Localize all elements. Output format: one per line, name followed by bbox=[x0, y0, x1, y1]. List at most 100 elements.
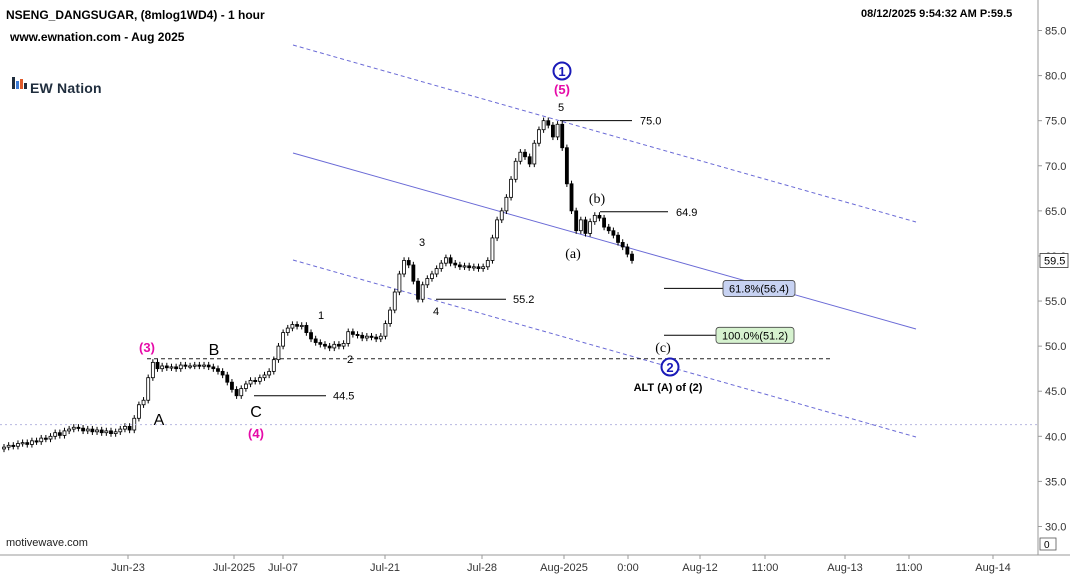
circled-wave-2-marker bbox=[660, 357, 680, 377]
candle-body bbox=[350, 331, 355, 335]
candle-body bbox=[360, 334, 365, 339]
candle-body bbox=[383, 323, 388, 337]
candle-body bbox=[616, 234, 620, 243]
candle-body bbox=[71, 426, 76, 430]
candle-body bbox=[439, 262, 444, 269]
candle-body bbox=[457, 264, 462, 268]
candle-body bbox=[588, 221, 593, 234]
candle-body bbox=[285, 327, 290, 334]
candle-body bbox=[467, 265, 472, 269]
y-tick-label: 35.0 bbox=[1045, 476, 1066, 488]
candle-body bbox=[411, 264, 416, 282]
candle-body bbox=[183, 364, 188, 367]
candle-body bbox=[304, 324, 309, 334]
candle-body bbox=[267, 370, 272, 376]
logo-mark-icon bbox=[12, 77, 27, 89]
candle-body bbox=[99, 429, 104, 434]
candle-body bbox=[206, 364, 211, 368]
candle-body bbox=[39, 437, 44, 443]
candle-body bbox=[6, 444, 11, 448]
candle-body bbox=[541, 120, 546, 131]
candle-body bbox=[276, 345, 281, 361]
minor-wave-1-label: 1 bbox=[318, 310, 324, 322]
candle-body bbox=[104, 430, 109, 434]
candle-body bbox=[299, 324, 304, 327]
candle-body bbox=[444, 257, 448, 264]
candle-body bbox=[155, 361, 160, 370]
wave-4-label: (4) bbox=[248, 426, 264, 441]
candle-body bbox=[220, 370, 225, 376]
y-tick-label: 70.0 bbox=[1045, 161, 1066, 173]
candle-body bbox=[271, 359, 276, 372]
candle-body bbox=[225, 374, 230, 383]
candle-body bbox=[537, 129, 541, 144]
candle-body bbox=[234, 389, 239, 397]
candle-body bbox=[471, 266, 476, 269]
timestamp-price: 08/12/2025 9:54:32 AM P:59.5 bbox=[861, 8, 1013, 20]
candle-body bbox=[313, 338, 318, 343]
wave-c-label: C bbox=[250, 404, 262, 421]
last-price-label: 59.5 bbox=[1044, 255, 1065, 267]
candle-body bbox=[202, 364, 206, 367]
candle-body bbox=[20, 442, 25, 445]
candle-body bbox=[574, 210, 579, 232]
candle-body bbox=[397, 273, 402, 293]
y-tick-label: 50.0 bbox=[1045, 341, 1066, 353]
candle-body bbox=[346, 331, 351, 344]
candle-body bbox=[57, 432, 62, 436]
level-label: 55.2 bbox=[513, 294, 534, 306]
x-tick-label: Jun-23 bbox=[111, 562, 145, 574]
candle-body bbox=[611, 230, 616, 236]
candle-body bbox=[560, 123, 565, 149]
candle-body bbox=[295, 324, 299, 327]
candle-body bbox=[555, 123, 560, 138]
candle-body bbox=[118, 428, 123, 433]
candle-body bbox=[332, 343, 337, 349]
y-tick-label: 85.0 bbox=[1045, 26, 1066, 38]
candle-body bbox=[150, 361, 155, 379]
candle-body bbox=[257, 377, 262, 382]
candle-body bbox=[243, 383, 248, 389]
y-tick-label: 65.0 bbox=[1045, 206, 1066, 218]
candle-body bbox=[16, 443, 20, 447]
candle-body bbox=[248, 379, 253, 385]
candle-body bbox=[109, 430, 113, 435]
candle-body bbox=[29, 440, 34, 445]
candle-body bbox=[309, 332, 313, 340]
candle-body bbox=[546, 120, 551, 126]
fib-target-box bbox=[715, 326, 795, 344]
candle-body bbox=[495, 219, 500, 239]
candle-body bbox=[141, 399, 146, 406]
candle-body bbox=[416, 280, 420, 300]
candle-body bbox=[197, 364, 202, 367]
y-tick-label: 55.0 bbox=[1045, 296, 1066, 308]
candle-body bbox=[485, 260, 490, 268]
level-label: 75.0 bbox=[640, 116, 661, 128]
candle-body bbox=[430, 273, 434, 279]
level-label: 64.9 bbox=[676, 207, 697, 219]
fib-target-box bbox=[722, 280, 796, 297]
candle-body bbox=[90, 428, 95, 433]
candle-body bbox=[402, 260, 406, 275]
candle-body bbox=[481, 266, 486, 269]
candle-body bbox=[211, 366, 216, 370]
last-price-tag bbox=[1039, 253, 1069, 268]
x-tick-label: 0:00 bbox=[617, 562, 638, 574]
candle-body bbox=[11, 444, 16, 447]
candle-body bbox=[583, 219, 588, 234]
trend-channels bbox=[147, 44, 917, 438]
x-tick-label: Aug-2025 bbox=[540, 562, 588, 574]
candle-body bbox=[406, 260, 411, 266]
candle-body bbox=[518, 151, 523, 162]
minor-wave-5-label: 5 bbox=[558, 102, 564, 114]
candle-body bbox=[490, 237, 495, 261]
candle-body bbox=[113, 431, 118, 435]
ewnation-logo: EW Nation bbox=[10, 68, 150, 110]
candle-body bbox=[620, 242, 625, 248]
x-tick-label: Jul-2025 bbox=[213, 562, 255, 574]
symbol-title: NSENG_DANGSUGAR, (8mlog1WD4) - 1 hour bbox=[6, 8, 265, 22]
fib-target-label: 61.8%(56.4) bbox=[729, 283, 789, 295]
candle-body bbox=[476, 266, 481, 269]
candle-body bbox=[434, 268, 439, 275]
